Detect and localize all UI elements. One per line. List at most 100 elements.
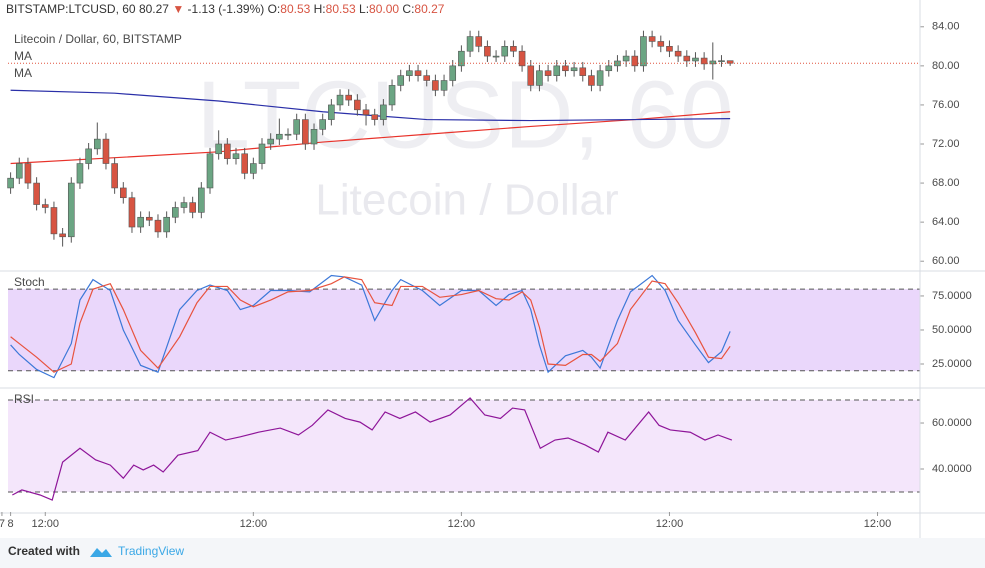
y-tick-label: 25.0000 <box>932 358 972 370</box>
y-tick-label: 84.00 <box>932 21 960 33</box>
candle-body <box>475 36 483 47</box>
candle-body <box>596 70 604 86</box>
candle-body <box>180 202 188 208</box>
y-tick-label: 72.00 <box>932 138 960 150</box>
candle-body <box>93 138 101 150</box>
indicator-line <box>10 274 731 379</box>
y-tick-label: 68.00 <box>932 177 960 189</box>
indicator-line <box>10 276 731 373</box>
candle-body <box>293 119 300 135</box>
candle-body <box>440 80 448 91</box>
brand[interactable]: TradingView <box>118 544 185 558</box>
candle-body <box>50 207 58 235</box>
candle-body <box>380 104 387 120</box>
candle-body <box>718 60 725 62</box>
candle-body <box>206 153 214 189</box>
symbol-header: BITSTAMP:LTCUSD, 60 80.27 ▼ -1.13 (-1.39… <box>6 2 444 16</box>
candle-body <box>536 70 543 86</box>
candle-body <box>640 36 647 67</box>
candle-body <box>666 46 673 52</box>
candle-body <box>683 55 691 62</box>
candle-body <box>154 219 162 233</box>
candle-body <box>250 163 257 174</box>
candle-body <box>484 46 491 57</box>
h: 80.53 <box>325 2 356 16</box>
candle-body <box>137 216 144 228</box>
legend-entry: MA <box>14 49 32 63</box>
candle-body <box>414 70 422 76</box>
candle-body <box>24 163 32 184</box>
candle-body <box>527 65 535 86</box>
o: 80.53 <box>280 2 311 16</box>
candle-body <box>726 60 734 64</box>
candle-body <box>284 133 292 136</box>
y-tick-label: 80.00 <box>932 60 960 72</box>
pane-title: Litecoin / Dollar, 60, BITSTAMP <box>14 32 182 46</box>
candle-body <box>267 138 274 145</box>
y-tick-label: 60.0000 <box>932 417 972 429</box>
last: 80.27 <box>138 2 169 16</box>
candle-body <box>328 104 335 120</box>
candle-body <box>111 163 118 189</box>
candle-body <box>371 114 379 120</box>
candle-body <box>544 70 552 76</box>
h-label: H: <box>313 2 326 16</box>
candle-body <box>128 197 136 228</box>
candle-body <box>172 207 179 218</box>
footer: Created with TradingView <box>0 538 985 568</box>
candle-body <box>7 177 14 189</box>
symbol: BITSTAMP:LTCUSD, 60 <box>6 2 136 16</box>
x-tick-label: 12:00 <box>240 518 268 530</box>
candle-body <box>302 119 309 145</box>
candle-body <box>423 75 431 81</box>
candle-body <box>458 50 465 67</box>
candle-body <box>432 80 439 91</box>
band <box>8 289 920 371</box>
candle-body <box>41 204 49 208</box>
c: 80.27 <box>414 2 445 16</box>
candle-body <box>397 75 405 86</box>
change: -1.13 (-1.39%) <box>187 2 265 16</box>
y-tick-label: 76.00 <box>932 99 960 111</box>
candle-body <box>579 67 587 76</box>
candle-body <box>241 153 248 174</box>
x-tick-label: 8 <box>8 518 14 530</box>
candle-body <box>553 65 561 76</box>
candle-body <box>388 85 396 106</box>
candle-body <box>120 187 127 199</box>
legend-entry: MA <box>14 66 32 80</box>
x-tick-label: 12:00 <box>864 518 892 530</box>
candle-body <box>492 55 500 58</box>
candle-body <box>345 94 352 101</box>
candle-body <box>674 50 682 57</box>
candle-body <box>692 57 699 62</box>
x-tick-label: 12:00 <box>32 518 60 530</box>
y-tick-label: 75.0000 <box>932 290 972 302</box>
candle-body <box>224 143 231 159</box>
candle-body <box>362 109 370 115</box>
indicator-line <box>12 397 733 501</box>
x-tick-label: 12:00 <box>448 518 476 530</box>
candle-body <box>146 216 153 221</box>
candle-body <box>631 55 639 67</box>
candle-body <box>189 202 196 213</box>
o-label: O: <box>267 2 281 16</box>
pane-title: Stoch <box>14 275 45 289</box>
candle-body <box>354 99 361 111</box>
candle-body <box>562 65 569 72</box>
candle-body <box>336 94 344 106</box>
candle-body <box>15 163 23 179</box>
candle-body <box>406 70 413 76</box>
candle-body <box>33 182 40 205</box>
candle-body <box>709 60 717 65</box>
candle-body <box>700 57 708 65</box>
l-label: L: <box>359 2 370 16</box>
candle-body <box>163 216 170 233</box>
candle-body <box>215 143 222 155</box>
y-tick-label: 64.00 <box>932 216 960 228</box>
c-label: C: <box>402 2 415 16</box>
watermark-subtitle: Litecoin / Dollar <box>315 176 618 225</box>
y-tick-label: 50.0000 <box>932 324 972 336</box>
y-tick-label: 40.0000 <box>932 463 972 475</box>
candle-body <box>232 153 240 159</box>
